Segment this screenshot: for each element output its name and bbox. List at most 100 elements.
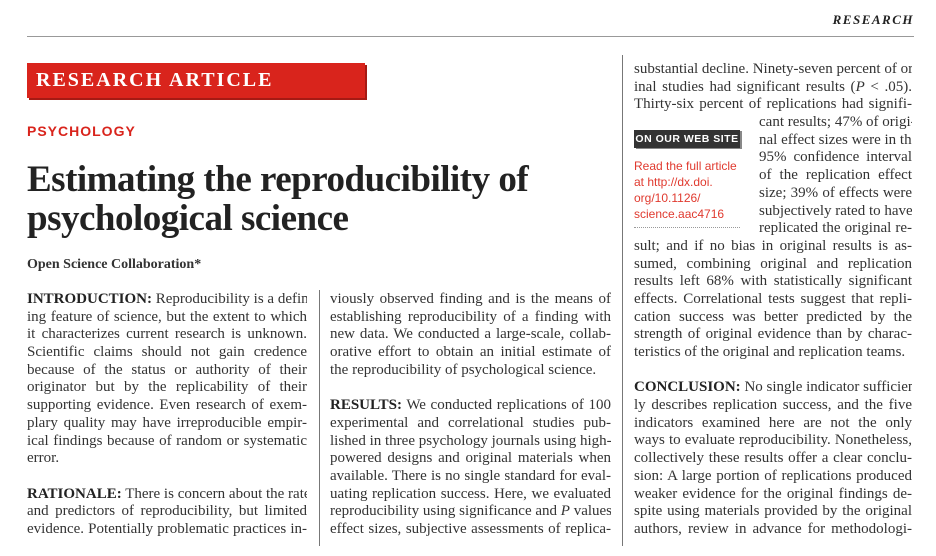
line-text: We conducted replications of 100 [401, 397, 611, 414]
text-line: spite using materials provided by the or… [634, 503, 912, 521]
line-text: inal studies had significant results (P … [634, 78, 912, 95]
text-line: Scientific claims should not gain creden… [27, 344, 307, 362]
dotted-rule [634, 227, 740, 228]
line-text: reproducibility using significance and P… [330, 503, 611, 520]
paragraph: INTRODUCTION: Reproducibility is a defin… [27, 291, 307, 468]
text-line: sumed, combining original and replicatio… [634, 256, 912, 274]
line-text: evidence. Potentially problematic practi… [27, 520, 307, 537]
line-text: orative effort to obtain an initial esti… [330, 344, 611, 361]
text-line: evidence. Potentially problematic practi… [27, 521, 307, 539]
text-line: of the replication effect [759, 167, 912, 185]
line-text: effects. Correlational tests suggest tha… [634, 290, 912, 307]
line-text: viously observed finding and is the mean… [330, 291, 611, 307]
line-text: Scientific claims should not gain creden… [27, 344, 307, 361]
line-text: 95% confidence interval [759, 149, 912, 166]
line-text: of the replication effect [759, 167, 912, 184]
text-line: sult; and if no bias in original results… [634, 238, 912, 256]
line-text: cant results; 47% of origi- [759, 114, 912, 131]
text-line: orative effort to obtain an initial esti… [330, 344, 611, 362]
text-line: ly describes replication success, and th… [634, 397, 912, 415]
text-line: Thirty-six percent of replications had s… [634, 96, 912, 114]
line-text: size; 39% of effects were [759, 184, 912, 201]
text-line: ways to evaluate reproducibility. Noneth… [634, 432, 912, 450]
text-line: weaker evidence for the original finding… [634, 486, 912, 504]
paragraph: viously observed finding and is the mean… [330, 291, 611, 379]
line-text: lished in three psychology journals usin… [330, 432, 611, 449]
line-text: Thirty-six percent of replications had s… [634, 96, 912, 113]
title-line: Estimating the reproducibility of [27, 159, 529, 200]
title-line: psychological science [27, 198, 349, 239]
line-text: weaker evidence for the original finding… [634, 485, 912, 502]
text-line: ing feature of science, but the extent t… [27, 309, 307, 327]
text-line: available. There is no single standard f… [330, 468, 611, 486]
text-line: and predictors of reproducibility, but l… [27, 503, 307, 521]
paragraph: RESULTS: We conducted replications of 10… [330, 397, 611, 539]
line-text: replicated the original re- [759, 220, 912, 237]
text-line: experimental and correlational studies p… [330, 415, 611, 433]
line-text: because of the status or authority of th… [27, 361, 307, 378]
line-text: spite using materials provided by the or… [634, 503, 912, 520]
line-text: sult; and if no bias in original results… [634, 237, 912, 254]
line-text: the reproducibility of psychological sci… [330, 361, 597, 378]
paragraph: RATIONALE: There is concern about the ra… [27, 486, 307, 539]
section-lead: RESULTS: [330, 397, 402, 414]
section-lead: CONCLUSION: [634, 379, 741, 396]
line-text: plary quality may have irreproducible em… [27, 414, 307, 431]
text-line: RESULTS: We conducted replications of 10… [330, 397, 611, 415]
column-divider [622, 55, 623, 546]
line-text: No single indicator sufficient- [740, 379, 912, 396]
text-line: nal effect sizes were in the [759, 132, 912, 150]
line-text: sumed, combining original and replicatio… [634, 255, 912, 272]
line-text: substantial decline. Ninety-seven percen… [634, 61, 912, 77]
column-2: viously observed finding and is the mean… [330, 291, 611, 556]
text-line: supporting evidence. Even research of ex… [27, 397, 307, 415]
link-line[interactable]: org/10.1126/ [634, 191, 701, 205]
line-text: teristics of the original and replicatio… [634, 344, 906, 360]
text-line: effect sizes, subjective assessments of … [330, 521, 611, 539]
line-text: ical findings because of random or syste… [27, 432, 307, 449]
line-text: indicators examined here are not the onl… [634, 414, 912, 431]
subject-kicker: PSYCHOLOGY [27, 123, 136, 139]
section-label: RESEARCH [832, 12, 914, 27]
line-text: authors, review in advance for methodolo… [634, 520, 912, 537]
line-text: available. There is no single standard f… [330, 467, 611, 484]
paragraph: CONCLUSION: No single indicator sufficie… [634, 379, 912, 538]
author-line: Open Science Collaboration* [27, 257, 202, 272]
line-text: collectively these results offer a clear… [634, 450, 912, 467]
column-divider [319, 290, 320, 546]
line-text: nal effect sizes were in the [759, 131, 912, 148]
full-article-link[interactable]: Read the full article at http://dx.doi. … [634, 158, 749, 222]
line-text: powered designs and original materials w… [330, 450, 611, 467]
text-line: results left 68% with statistically sign… [634, 273, 912, 291]
line-text: There is concern about the rate [121, 485, 307, 502]
text-line: teristics of the original and replicatio… [634, 344, 912, 362]
text-line: because of the status or authority of th… [27, 362, 307, 380]
link-line[interactable]: science.aac4716 [634, 207, 725, 221]
text-line: lished in three psychology journals usin… [330, 433, 611, 451]
text-line: the reproducibility of psychological sci… [330, 362, 611, 380]
article-type-banner: RESEARCH ARTICLE SUMMARY [27, 63, 365, 126]
text-line: indicators examined here are not the onl… [634, 415, 912, 433]
section-lead: INTRODUCTION: [27, 291, 153, 307]
text-line: effects. Correlational tests suggest tha… [634, 291, 912, 309]
text-line: collectively these results offer a clear… [634, 450, 912, 468]
article-title: Estimating the reproducibility of psycho… [27, 160, 587, 238]
line-text: effect sizes, subjective assessments of … [330, 520, 611, 537]
text-line: establishing reproducibility of a findin… [330, 309, 611, 327]
line-text: sion: A large portion of replications pr… [634, 467, 912, 484]
text-line: viously observed finding and is the mean… [330, 291, 611, 309]
line-text: experimental and correlational studies p… [330, 414, 611, 431]
link-line[interactable]: at http://dx.doi. [634, 175, 713, 189]
line-text: results left 68% with statistically sign… [634, 273, 912, 290]
text-line: error. [27, 450, 307, 468]
text-line: sion: A large portion of replications pr… [634, 468, 912, 486]
text-line: cation success was better predicted by t… [634, 309, 912, 327]
line-text: new data. We conducted a large-scale, co… [330, 326, 611, 343]
line-text: ly describes replication success, and th… [634, 397, 912, 414]
line-text: ways to evaluate reproducibility. Noneth… [634, 432, 912, 449]
line-text: establishing reproducibility of a findin… [330, 308, 611, 325]
text-line: inal studies had significant results (P … [634, 79, 912, 97]
link-line[interactable]: Read the full article [634, 159, 737, 173]
text-line: strength of original evidence than by ch… [634, 326, 912, 344]
column-1: INTRODUCTION: Reproducibility is a defin… [27, 291, 307, 556]
